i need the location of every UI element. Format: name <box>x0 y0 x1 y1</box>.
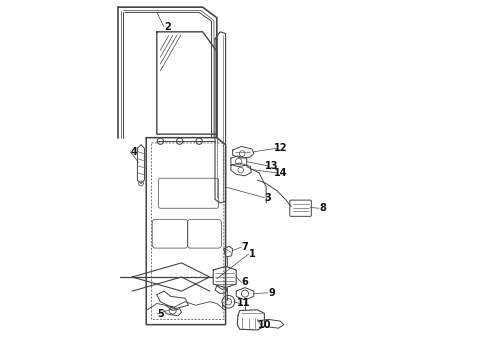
Text: 9: 9 <box>268 288 275 298</box>
Text: 7: 7 <box>242 242 248 252</box>
Text: 11: 11 <box>237 298 250 309</box>
Text: 13: 13 <box>265 161 278 171</box>
Text: 6: 6 <box>242 277 248 287</box>
Text: 8: 8 <box>319 203 326 213</box>
Text: 12: 12 <box>273 143 287 153</box>
Text: 4: 4 <box>130 147 137 157</box>
Text: 14: 14 <box>273 168 287 178</box>
Text: 5: 5 <box>157 309 164 319</box>
Text: 2: 2 <box>164 22 171 32</box>
Text: 10: 10 <box>258 320 271 330</box>
Text: 1: 1 <box>249 249 255 259</box>
Text: 3: 3 <box>265 193 271 203</box>
